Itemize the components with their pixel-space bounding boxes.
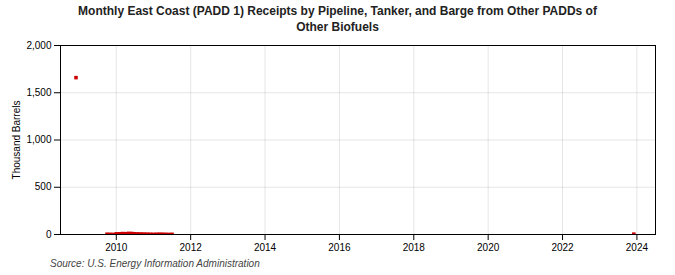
svg-text:2014: 2014 [254,242,277,253]
svg-text:2024: 2024 [626,242,649,253]
svg-text:2,000: 2,000 [26,40,51,51]
svg-text:500: 500 [35,182,52,193]
svg-text:1,000: 1,000 [26,134,51,145]
svg-text:2020: 2020 [477,242,500,253]
svg-text:2022: 2022 [551,242,574,253]
html-text:Source: U.S. Energy Informatio: Source: U.S. Energy Information Administ… [50,258,260,270]
svg-text:1,500: 1,500 [26,87,51,98]
svg-text:2010: 2010 [105,242,128,253]
svg-text:0: 0 [46,229,52,240]
html-text:Monthly East Coast (PADD 1) Re: Monthly East Coast (PADD 1) Receipts by … [78,4,597,34]
svg-text:Thousand Barrels: Thousand Barrels [11,101,22,180]
svg-text:2016: 2016 [328,242,351,253]
svg-text:2018: 2018 [403,242,426,253]
svg-text:2012: 2012 [180,242,203,253]
